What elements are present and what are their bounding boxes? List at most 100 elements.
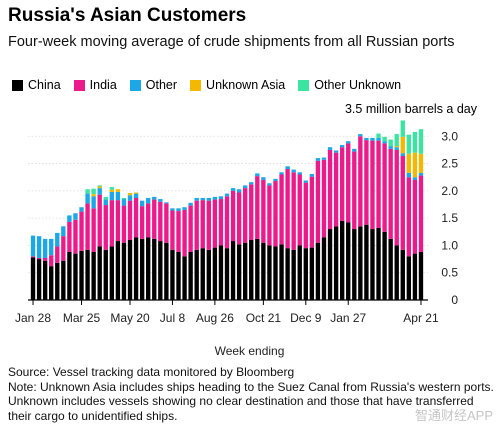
chart-title: Russia's Asian Customers: [8, 5, 247, 26]
y-tick-label: 3.0: [441, 129, 458, 143]
bar-unknown-asia: [109, 189, 115, 192]
bar-india: [146, 203, 151, 238]
bar-india: [267, 185, 272, 246]
bar-china: [170, 249, 175, 300]
bar-other: [346, 141, 351, 144]
bar-china: [352, 229, 357, 300]
bar-india: [73, 219, 78, 254]
y-tick-label: 1.0: [441, 238, 458, 252]
bar-other: [158, 199, 163, 202]
bar-other: [115, 191, 121, 201]
bar-india: [236, 192, 242, 245]
bar-other-unknown: [85, 189, 90, 194]
bar-other: [176, 208, 181, 212]
bar-china: [255, 238, 260, 300]
bar-other: [339, 145, 345, 148]
bar-china: [127, 239, 133, 300]
bar-india: [158, 201, 163, 242]
bar-china: [200, 248, 205, 300]
bar-india: [358, 136, 363, 227]
bar-china: [364, 224, 369, 300]
legend-item-india: India: [73, 78, 117, 92]
bar-china: [249, 239, 254, 300]
bar-unknown-asia: [412, 152, 418, 178]
bar-india: [164, 203, 169, 243]
legend-swatch-other-unknown: [298, 79, 310, 91]
legend-label-other-unknown: Other Unknown: [314, 78, 402, 92]
bar-china: [412, 253, 418, 300]
bar-india: [339, 147, 345, 221]
bar-other: [236, 189, 242, 193]
bar-other: [218, 196, 224, 200]
bar-india: [127, 200, 133, 240]
y-tick-label: 0: [451, 293, 458, 307]
bar-china: [79, 250, 84, 300]
bar-china: [406, 256, 412, 300]
bar-china: [212, 247, 218, 300]
bar-other: [146, 197, 151, 204]
bar-india: [388, 148, 393, 239]
legend-label-china: China: [28, 78, 61, 92]
legend-item-china: China: [12, 78, 61, 92]
bar-other: [194, 197, 199, 201]
bar-india: [49, 255, 54, 267]
bar-india: [152, 199, 157, 239]
bar-other: [91, 196, 96, 209]
bar-other: [200, 197, 205, 201]
bar-other: [364, 137, 369, 141]
bar-india: [224, 196, 230, 249]
legend: China India Other Unknown Asia Other Unk…: [12, 78, 414, 92]
bar-india: [321, 159, 327, 238]
bar-china: [267, 245, 272, 300]
bar-india: [243, 188, 248, 243]
bar-other: [327, 147, 333, 150]
bar-india: [364, 140, 369, 225]
bar-other: [182, 207, 187, 210]
bar-china: [152, 238, 157, 300]
bar-china: [91, 251, 96, 300]
bar-china: [394, 245, 399, 300]
bar-other: [67, 215, 72, 222]
bar-other-unknown: [388, 139, 393, 147]
bar-china: [224, 248, 230, 300]
x-tick-label: Apr 21: [403, 311, 439, 325]
legend-swatch-india: [73, 79, 85, 91]
bar-india: [255, 176, 260, 239]
bar-china: [188, 251, 193, 300]
bar-india: [315, 160, 321, 243]
bar-china: [321, 237, 327, 300]
bar-other: [61, 226, 66, 237]
bar-india: [121, 205, 127, 243]
bar-china: [61, 260, 66, 300]
bar-china: [73, 253, 78, 300]
bar-india: [394, 149, 399, 246]
y-tick-label: 1.5: [441, 211, 458, 225]
bar-other: [36, 236, 42, 258]
bar-india: [182, 209, 187, 257]
bar-china: [285, 248, 290, 300]
x-tick-label: Oct 21: [246, 311, 282, 325]
bar-china: [315, 242, 321, 300]
bar-unknown-asia: [91, 194, 96, 197]
bar-other: [352, 148, 357, 152]
bar-india: [285, 169, 290, 249]
bar-india: [115, 200, 121, 242]
bar-china: [297, 245, 302, 300]
bar-other: [42, 238, 48, 258]
legend-label-other: Other: [145, 78, 178, 92]
bar-other: [333, 150, 339, 153]
bar-china: [133, 237, 139, 300]
bar-india: [303, 182, 308, 249]
bar-unknown-asia: [97, 186, 102, 189]
bar-unknown-asia: [406, 153, 412, 173]
bar-other: [164, 202, 169, 204]
bar-china: [182, 256, 187, 300]
bar-other-unknown: [121, 197, 127, 200]
bar-china: [261, 242, 266, 300]
bar-other: [243, 185, 248, 189]
bar-china: [370, 229, 375, 300]
bar-india: [109, 200, 115, 247]
bar-other: [279, 172, 284, 175]
bar-other: [418, 172, 424, 176]
bar-other: [376, 137, 381, 141]
